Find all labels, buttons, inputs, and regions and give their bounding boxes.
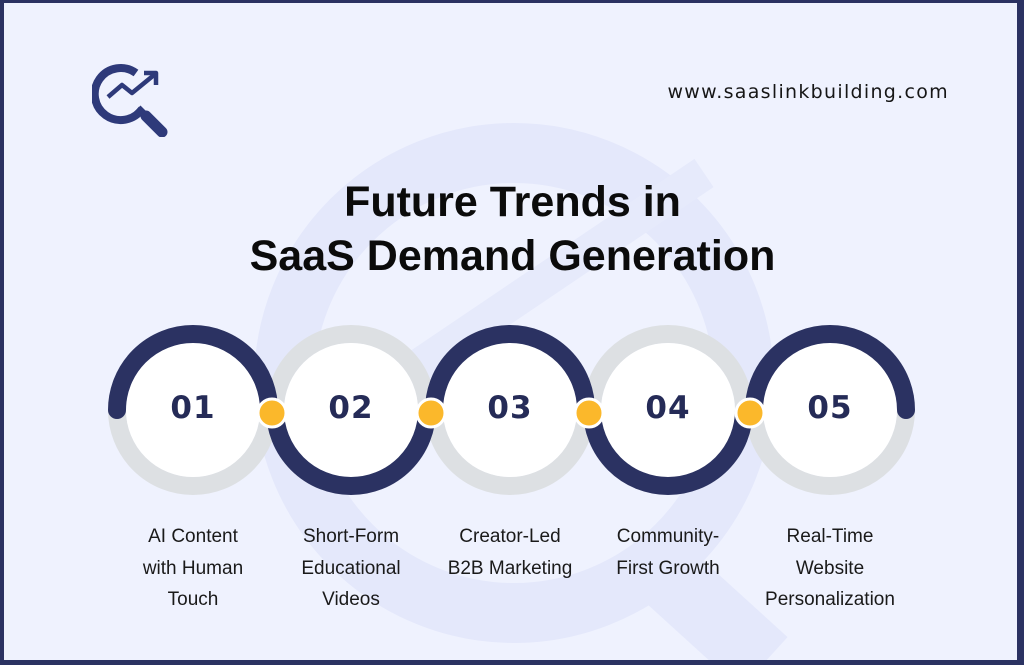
step-number-1: 01 bbox=[170, 390, 216, 426]
connector-dot bbox=[256, 397, 288, 429]
page-title: Future Trends in SaaS Demand Generation bbox=[4, 175, 1017, 283]
connector-dot bbox=[734, 397, 766, 429]
step-label-4: Community- First Growth bbox=[616, 526, 720, 579]
step-label-1: AI Content with Human Touch bbox=[142, 526, 244, 610]
connector-dot bbox=[573, 397, 605, 429]
step-number-5: 05 bbox=[807, 390, 853, 426]
connector-dot bbox=[415, 397, 447, 429]
step-label-2: Short-Form Educational Videos bbox=[301, 526, 401, 610]
infographic-canvas: www.saaslinkbuilding.com Future Trends i… bbox=[4, 3, 1017, 660]
step-label-3: Creator-Led B2B Marketing bbox=[447, 526, 573, 579]
step-number-4: 04 bbox=[645, 390, 691, 426]
step-label-5: Real-Time Website Personalization bbox=[765, 526, 895, 610]
website-url[interactable]: www.saaslinkbuilding.com bbox=[667, 81, 949, 103]
title-line-1: Future Trends in bbox=[344, 178, 681, 226]
title-line-2: SaaS Demand Generation bbox=[249, 232, 776, 280]
logo-magnifier-trend-icon bbox=[92, 64, 168, 137]
step-number-3: 03 bbox=[487, 390, 533, 426]
steps-ring-chain bbox=[108, 325, 915, 495]
step-number-2: 02 bbox=[328, 390, 374, 426]
